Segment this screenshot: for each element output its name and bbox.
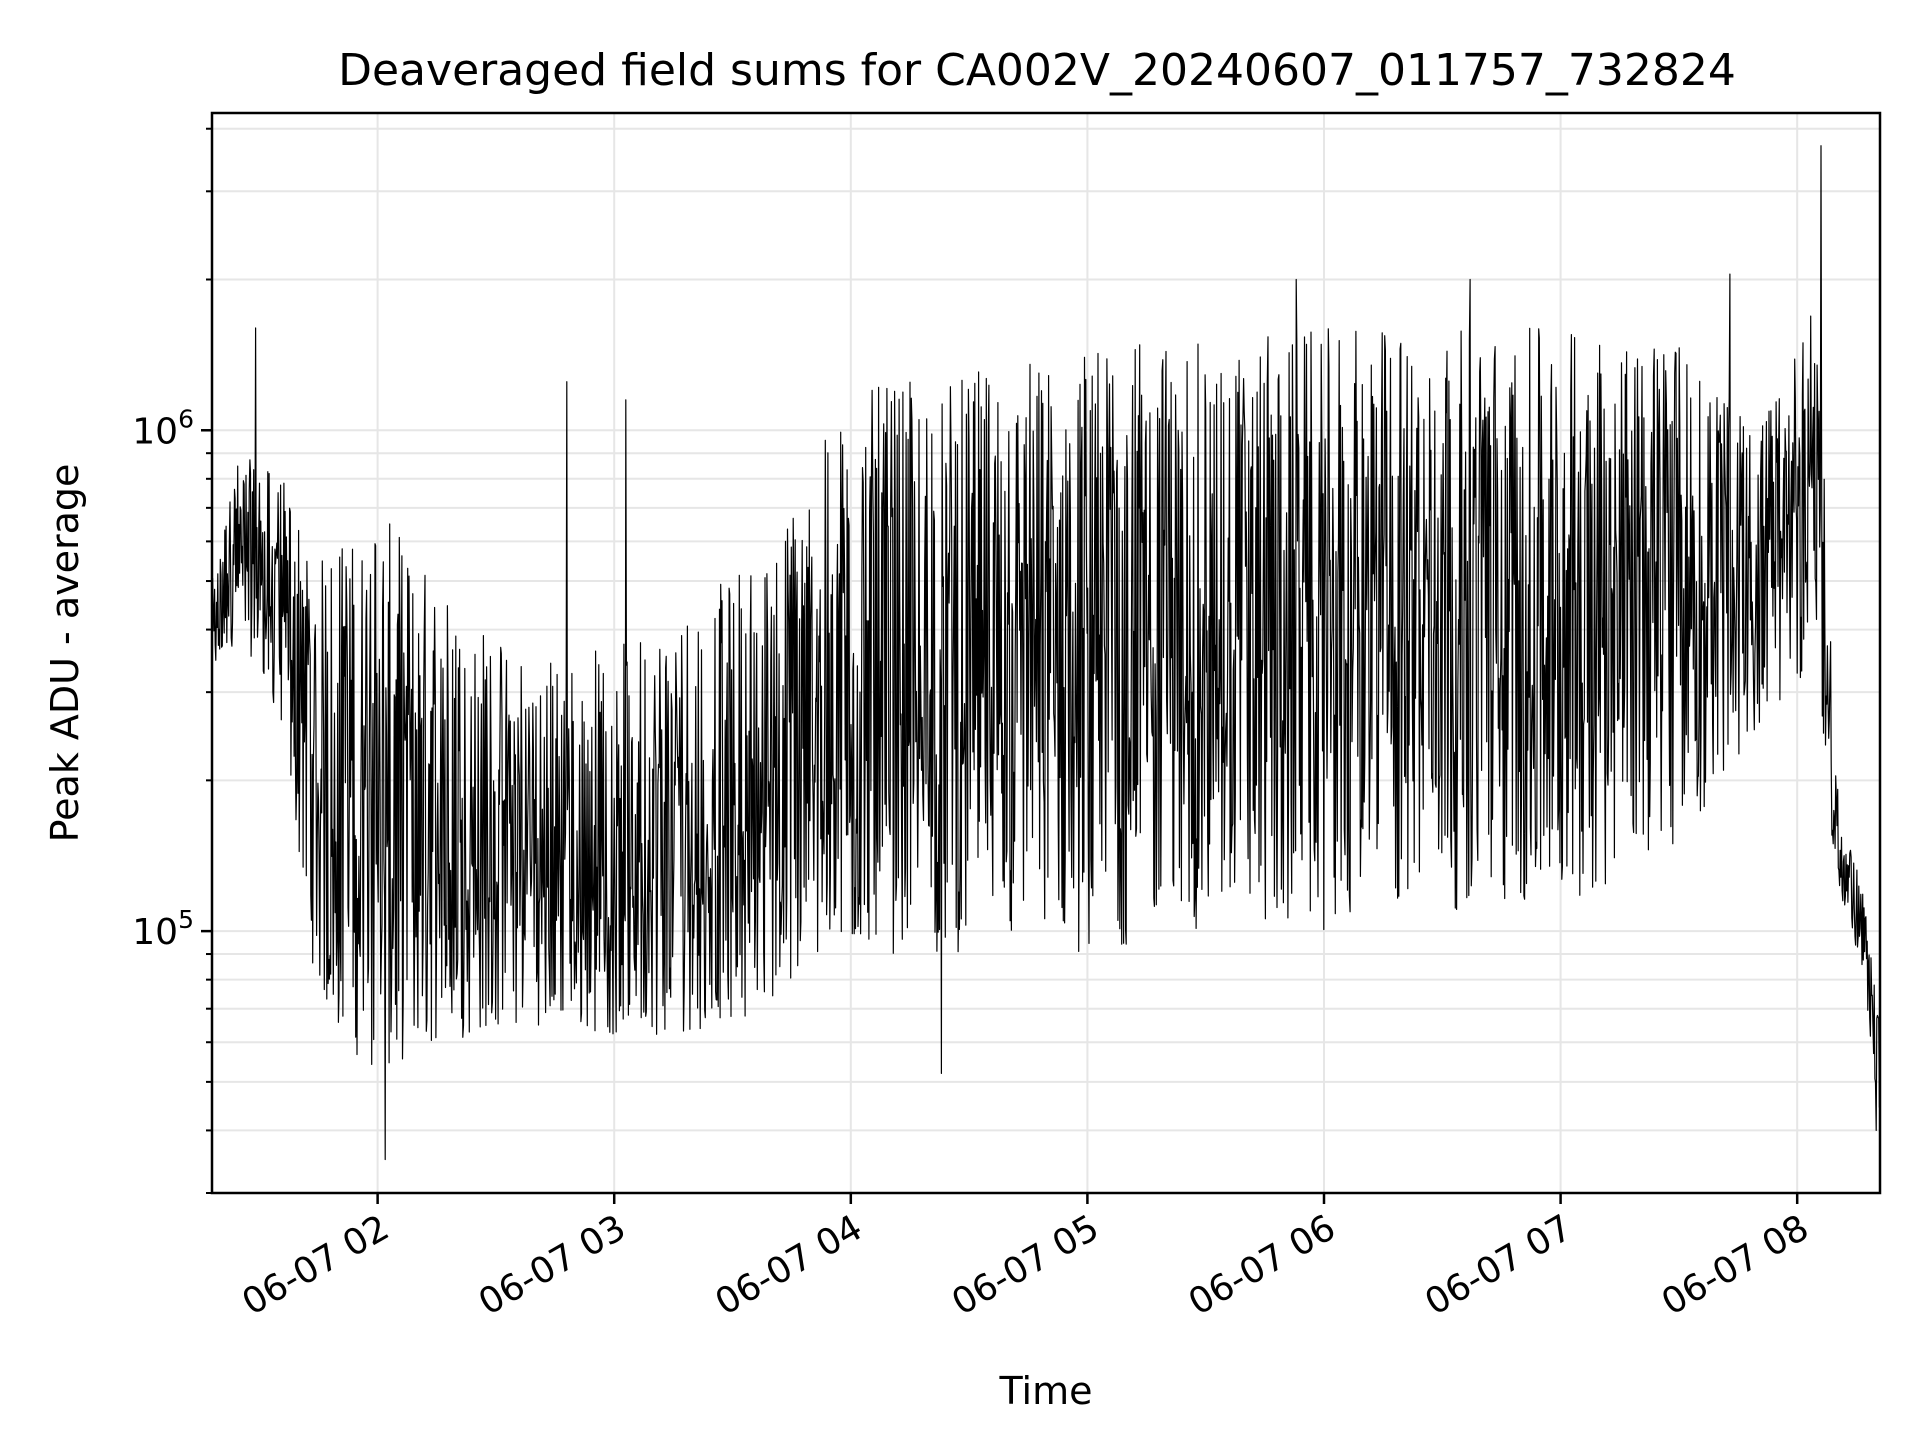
y-tick-base: 10 [132, 411, 178, 452]
series-line [211, 145, 1881, 1161]
chart-title: Deaveraged field sums for CA002V_2024060… [338, 45, 1736, 96]
y-tick-exponent: 5 [178, 905, 194, 934]
series-path [211, 145, 1881, 1161]
y-tick-label: 105 [132, 905, 194, 953]
y-tick-label: 106 [132, 404, 194, 452]
y-axis-label: Peak ADU - average [43, 464, 87, 843]
plot-frame [210, 111, 1882, 1195]
x-axis-label: Time [999, 1369, 1093, 1413]
y-tick-exponent: 6 [178, 404, 194, 433]
y-tick-base: 10 [132, 912, 178, 953]
